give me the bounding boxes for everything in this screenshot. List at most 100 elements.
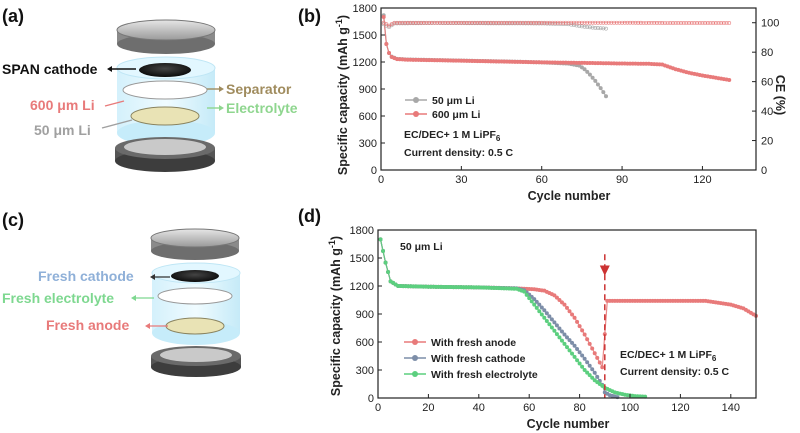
- data-point: [657, 21, 662, 25]
- data-point: [552, 320, 557, 325]
- data-point: [595, 82, 600, 87]
- data-point: [601, 26, 606, 31]
- data-point: [534, 305, 539, 310]
- data-point: [570, 312, 575, 317]
- data-point: [547, 322, 552, 327]
- data-point: [454, 20, 458, 25]
- data-point: [559, 338, 564, 343]
- fresh-cathode-disc: [171, 270, 219, 282]
- data-point: [395, 20, 399, 25]
- x-tick-label: 20: [422, 402, 434, 414]
- data-point: [462, 20, 466, 25]
- panel-label-c: (c): [2, 210, 24, 230]
- data-point: [557, 298, 562, 302]
- panel-label-a: (a): [2, 6, 24, 26]
- legend-label-600um: 600 μm Li: [432, 109, 481, 121]
- data-point: [579, 24, 584, 29]
- x-tick-label: 0: [375, 402, 381, 414]
- y-tick-label: 1500: [350, 253, 374, 265]
- arrow-600um-li: [104, 100, 125, 107]
- data-point: [523, 20, 528, 25]
- y-tick-label: 900: [359, 84, 377, 96]
- data-point: [588, 20, 592, 25]
- data-point: [529, 299, 534, 304]
- chart-b-y2label: CE (%): [773, 75, 787, 115]
- data-point: [554, 323, 559, 328]
- data-point: [527, 296, 532, 301]
- data-point: [713, 21, 718, 25]
- data-point: [585, 337, 590, 342]
- data-point: [628, 20, 633, 25]
- data-point: [606, 20, 611, 25]
- data-point: [440, 20, 445, 25]
- y-tick-label: 1800: [350, 225, 374, 237]
- arrowhead-fresh-electrolyte: [131, 295, 136, 301]
- data-point: [575, 347, 580, 351]
- cycle-marker-arrowhead: [599, 265, 610, 276]
- y-tick-label: 0: [371, 165, 377, 177]
- data-point: [419, 20, 424, 25]
- y-tick-label: 1800: [353, 3, 377, 15]
- data-point: [585, 360, 590, 365]
- data-point: [590, 20, 595, 25]
- data-point: [574, 23, 579, 28]
- data-point: [593, 78, 598, 83]
- data-point: [597, 360, 602, 365]
- data-point: [609, 20, 614, 25]
- data-point: [585, 20, 590, 25]
- data-point: [526, 20, 531, 25]
- data-point: [593, 20, 598, 25]
- y-tick-label: 600: [359, 111, 377, 123]
- y2-tick-label: 20: [761, 136, 773, 148]
- data-point: [585, 370, 590, 375]
- data-point: [579, 20, 584, 25]
- legend-label-fresh-electrolyte: With fresh electrolyte: [431, 369, 538, 381]
- data-point: [381, 15, 386, 19]
- data-point: [424, 20, 429, 25]
- chart-d-annotation-electrolyte: EC/DEC+ 1 M LiPF6: [620, 349, 717, 363]
- y-tick-label: 1500: [353, 30, 377, 42]
- y-tick-label: 300: [359, 138, 377, 150]
- data-point: [549, 317, 554, 322]
- data-point: [585, 69, 590, 74]
- data-point: [587, 373, 592, 378]
- data-point: [689, 21, 694, 25]
- chart-b-series: [381, 13, 732, 99]
- legend-label-50um: 50 μm Li: [432, 95, 475, 107]
- data-point: [448, 20, 453, 25]
- separator-disc: [122, 80, 208, 100]
- data-point: [521, 20, 525, 25]
- y-tick-label: 600: [356, 337, 374, 349]
- arrowhead-electrolyte: [219, 105, 224, 111]
- data-point: [676, 21, 681, 25]
- data-point: [545, 20, 549, 25]
- y-tick-label: 900: [356, 309, 374, 321]
- x-tick-label: 0: [378, 174, 384, 186]
- label-50um-li: 50 μm Li: [34, 122, 91, 138]
- legend-marker-600um: [413, 111, 419, 117]
- data-point: [559, 329, 564, 334]
- data-point: [572, 354, 577, 359]
- legend-marker-50um: [413, 97, 419, 103]
- separator-disc-c: [157, 287, 233, 305]
- label-fresh-cathode: Fresh cathode: [38, 268, 134, 284]
- data-point: [537, 309, 542, 314]
- panel-label-b: (b): [298, 6, 321, 26]
- span-cathode-disc: [139, 63, 191, 77]
- x-tick-label: 30: [455, 174, 467, 186]
- data-point: [534, 20, 539, 25]
- data-point: [565, 345, 569, 350]
- data-point: [585, 25, 590, 29]
- data-point: [703, 21, 708, 25]
- data-point: [554, 295, 559, 300]
- data-point: [602, 332, 607, 337]
- label-electrolyte: Electrolyte: [226, 100, 298, 116]
- bottom-case: [115, 137, 215, 172]
- data-point: [416, 20, 421, 25]
- x-tick-label: 120: [671, 402, 689, 414]
- data-point: [592, 370, 597, 375]
- data-point: [494, 20, 499, 25]
- data-point: [665, 21, 670, 25]
- data-point: [671, 21, 675, 25]
- data-point: [531, 20, 536, 25]
